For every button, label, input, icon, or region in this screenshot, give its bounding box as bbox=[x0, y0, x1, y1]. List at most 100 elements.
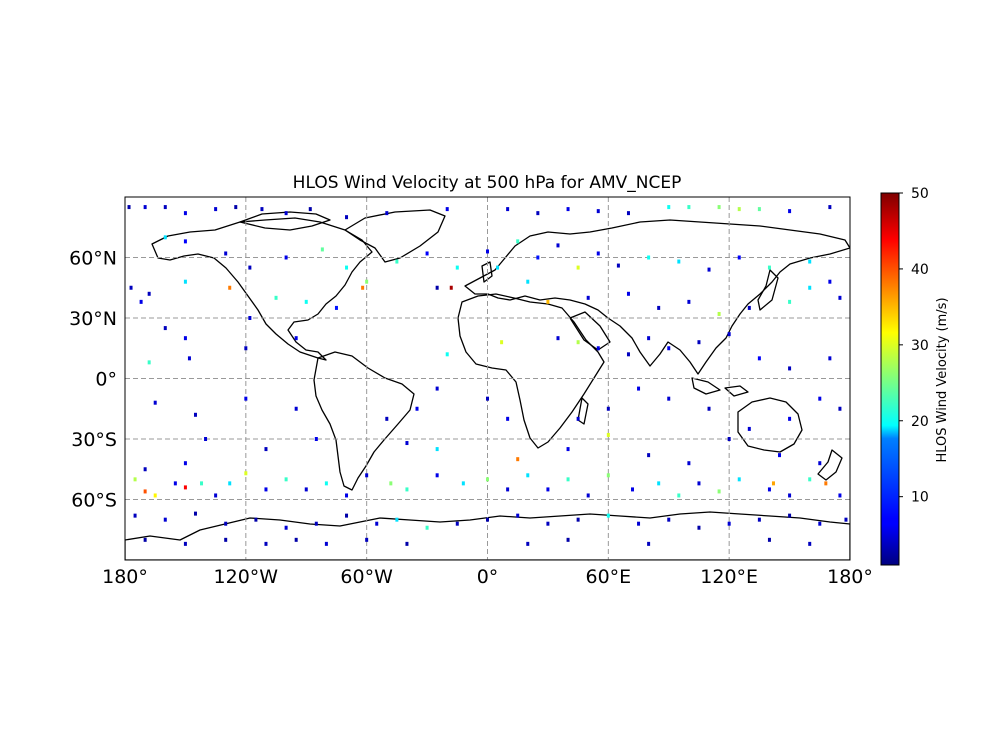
observation-point bbox=[455, 521, 459, 526]
observation-point bbox=[395, 517, 399, 522]
observation-point bbox=[345, 265, 349, 270]
observation-point bbox=[586, 295, 590, 300]
longitude-tick-labels: 180° 120°W 60°W 0° 60°E 120°E 180° bbox=[102, 566, 873, 588]
observation-point bbox=[449, 285, 453, 290]
lat-tick-label: 60°S bbox=[71, 490, 117, 512]
observation-point bbox=[727, 521, 731, 526]
coastline-japan bbox=[757, 269, 779, 311]
colorbar-label: HLOS Wind Velocity (m/s) bbox=[935, 297, 950, 462]
observation-point bbox=[697, 340, 701, 345]
observation-point bbox=[566, 207, 570, 212]
observation-point bbox=[657, 305, 661, 310]
observation-point bbox=[637, 386, 641, 391]
observation-point bbox=[506, 416, 510, 421]
observation-point bbox=[320, 247, 324, 252]
observation-point bbox=[506, 487, 510, 492]
observation-point bbox=[687, 299, 691, 304]
observation-point bbox=[345, 215, 349, 220]
observation-point bbox=[657, 481, 661, 486]
observation-point bbox=[228, 481, 232, 486]
observation-point bbox=[566, 537, 570, 542]
observation-point bbox=[405, 441, 409, 446]
observation-point bbox=[389, 481, 393, 486]
observation-point bbox=[334, 305, 338, 310]
observation-point bbox=[248, 316, 252, 320]
observation-point bbox=[304, 487, 308, 492]
observation-point bbox=[838, 295, 842, 300]
observation-point bbox=[828, 279, 832, 284]
observation-point bbox=[818, 521, 822, 526]
observation-point bbox=[616, 263, 620, 268]
observation-point bbox=[435, 285, 439, 290]
observation-point bbox=[385, 416, 389, 421]
colorbar-ticks: 10 20 30 40 50 bbox=[899, 186, 929, 506]
coastline-south-america bbox=[313, 351, 415, 491]
observation-point bbox=[844, 517, 848, 522]
observation-point bbox=[828, 205, 832, 210]
observation-point bbox=[667, 517, 671, 522]
observation-point bbox=[455, 265, 459, 270]
observation-point bbox=[687, 205, 691, 210]
observation-point bbox=[224, 251, 228, 256]
observation-point bbox=[264, 487, 268, 492]
map-title: HLOS Wind Velocity at 500 hPa for AMV_NC… bbox=[293, 173, 682, 193]
observation-point bbox=[737, 477, 741, 482]
observation-point bbox=[260, 207, 264, 212]
observation-point bbox=[767, 265, 771, 270]
observation-point bbox=[606, 406, 610, 411]
observation-point bbox=[224, 537, 228, 542]
observation-point bbox=[365, 473, 369, 478]
observation-point bbox=[576, 340, 580, 345]
observation-point bbox=[788, 493, 792, 498]
observation-point bbox=[647, 255, 651, 260]
lon-tick-label: 60°E bbox=[585, 566, 631, 588]
observation-point bbox=[294, 406, 298, 411]
observation-point bbox=[214, 493, 218, 498]
observation-point bbox=[687, 461, 691, 466]
observation-point bbox=[788, 416, 792, 421]
coastline-africa bbox=[457, 293, 605, 449]
observation-point bbox=[284, 525, 288, 530]
observation-point bbox=[248, 265, 252, 270]
lon-tick-label: 180° bbox=[827, 566, 873, 588]
observation-point bbox=[183, 485, 187, 490]
observation-point bbox=[546, 521, 550, 526]
colorbar-tick-label: 40 bbox=[911, 262, 929, 278]
coastlines bbox=[125, 209, 850, 560]
observation-point bbox=[667, 396, 671, 401]
observation-point bbox=[445, 352, 449, 357]
observation-point bbox=[838, 406, 842, 411]
observation-point bbox=[143, 205, 147, 210]
colorbar bbox=[880, 192, 900, 566]
observation-point bbox=[284, 477, 288, 482]
coastline-north-america bbox=[151, 217, 373, 361]
observation-point bbox=[183, 461, 187, 466]
observation-point bbox=[637, 521, 641, 526]
observation-point bbox=[365, 279, 369, 284]
observation-point bbox=[264, 447, 268, 452]
observation-point bbox=[818, 396, 822, 401]
observation-point bbox=[486, 477, 489, 482]
observation-point bbox=[717, 205, 721, 210]
observation-point bbox=[405, 487, 409, 492]
colorbar-tick-label: 10 bbox=[911, 490, 929, 506]
observation-point bbox=[707, 267, 711, 272]
observation-point bbox=[183, 239, 187, 244]
lat-tick-label: 60°N bbox=[69, 248, 117, 270]
observation-point bbox=[500, 340, 504, 345]
colorbar-tick-label: 30 bbox=[911, 338, 929, 354]
observation-point bbox=[556, 243, 560, 248]
observation-point bbox=[606, 473, 610, 478]
map-frame bbox=[124, 196, 851, 561]
observation-point bbox=[536, 255, 540, 260]
observation-point bbox=[737, 207, 741, 212]
observation-point bbox=[425, 525, 429, 530]
observation-point bbox=[647, 541, 651, 546]
observation-point bbox=[596, 346, 600, 351]
observation-point bbox=[294, 537, 298, 542]
coastline-greenland bbox=[344, 209, 446, 263]
observation-point bbox=[304, 299, 308, 304]
observation-point bbox=[324, 541, 328, 546]
observation-point bbox=[183, 211, 187, 216]
